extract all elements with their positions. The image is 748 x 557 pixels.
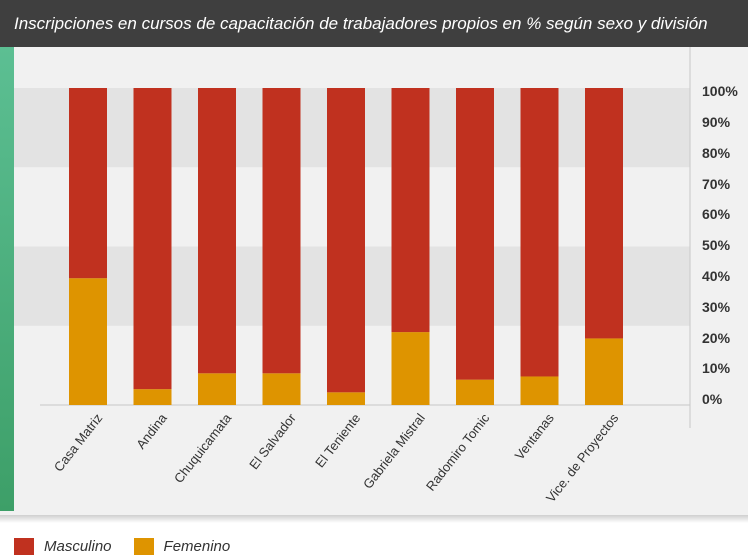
y-tick-label: 30% [702,299,731,315]
bar-masculino[interactable] [133,88,172,390]
y-tick-label: 0% [702,391,723,407]
bar-masculino[interactable] [198,88,236,374]
bar-masculino[interactable] [456,88,494,380]
bar-femenino[interactable] [133,389,172,405]
bar-masculino[interactable] [391,88,430,333]
bar-masculino[interactable] [327,88,365,393]
legend-item-masculino[interactable]: Masculino [14,537,112,555]
bar-masculino[interactable] [520,88,559,377]
y-axis: 0% 10% 20% 30% 40% 50% 60% 70% 80% 90% 100% [40,47,738,428]
chart-title: Inscripciones en cursos de capacitación … [0,0,748,47]
bar-masculino[interactable] [262,88,301,374]
bar-femenino[interactable] [391,332,430,405]
bar-femenino[interactable] [585,338,623,405]
bar-femenino[interactable] [520,376,559,405]
legend-label-masculino: Masculino [44,537,112,555]
category-label: Vice. de Proyectos [543,410,622,505]
legend-item-femenino[interactable]: Femenino [133,537,231,555]
category-label: El Salvador [246,410,299,472]
bar-masculino[interactable] [69,88,107,279]
category-label: Radomiro Tomic [423,410,493,493]
bar-femenino[interactable] [456,379,494,405]
legend-swatch-masculino [14,537,34,555]
bar-femenino[interactable] [69,278,107,405]
chart-shadow [0,515,748,523]
legend-label-femenino: Femenino [163,537,231,555]
category-labels: Casa Matriz Andina Chuquicamata El Salvador… [51,410,622,505]
category-label: Gabriela Mistral [360,411,428,492]
category-label: Chuquicamata [171,410,235,486]
bar-masculino[interactable] [585,88,623,339]
y-tick-label: 70% [702,176,731,192]
bar-femenino[interactable] [327,392,365,405]
y-tick-label: 90% [702,114,731,130]
bar-femenino[interactable] [198,373,236,405]
y-tick-label: 100% [702,83,738,99]
y-tick-label: 40% [702,268,731,284]
y-tick-label: 10% [702,360,731,376]
y-tick-label: 20% [702,330,731,346]
bars [69,88,623,405]
category-label: Ventanas [512,410,558,462]
bar-femenino[interactable] [262,373,301,405]
legend: Masculino Femenino [14,536,252,556]
y-tick-label: 50% [702,237,731,253]
y-tick-label: 60% [702,206,731,222]
legend-swatch-femenino [133,537,154,555]
accent-strip [0,47,14,511]
category-label: El Teniente [312,411,363,471]
category-label: Andina [133,410,170,452]
category-label: Casa Matriz [51,411,106,475]
y-tick-label: 80% [702,145,731,161]
